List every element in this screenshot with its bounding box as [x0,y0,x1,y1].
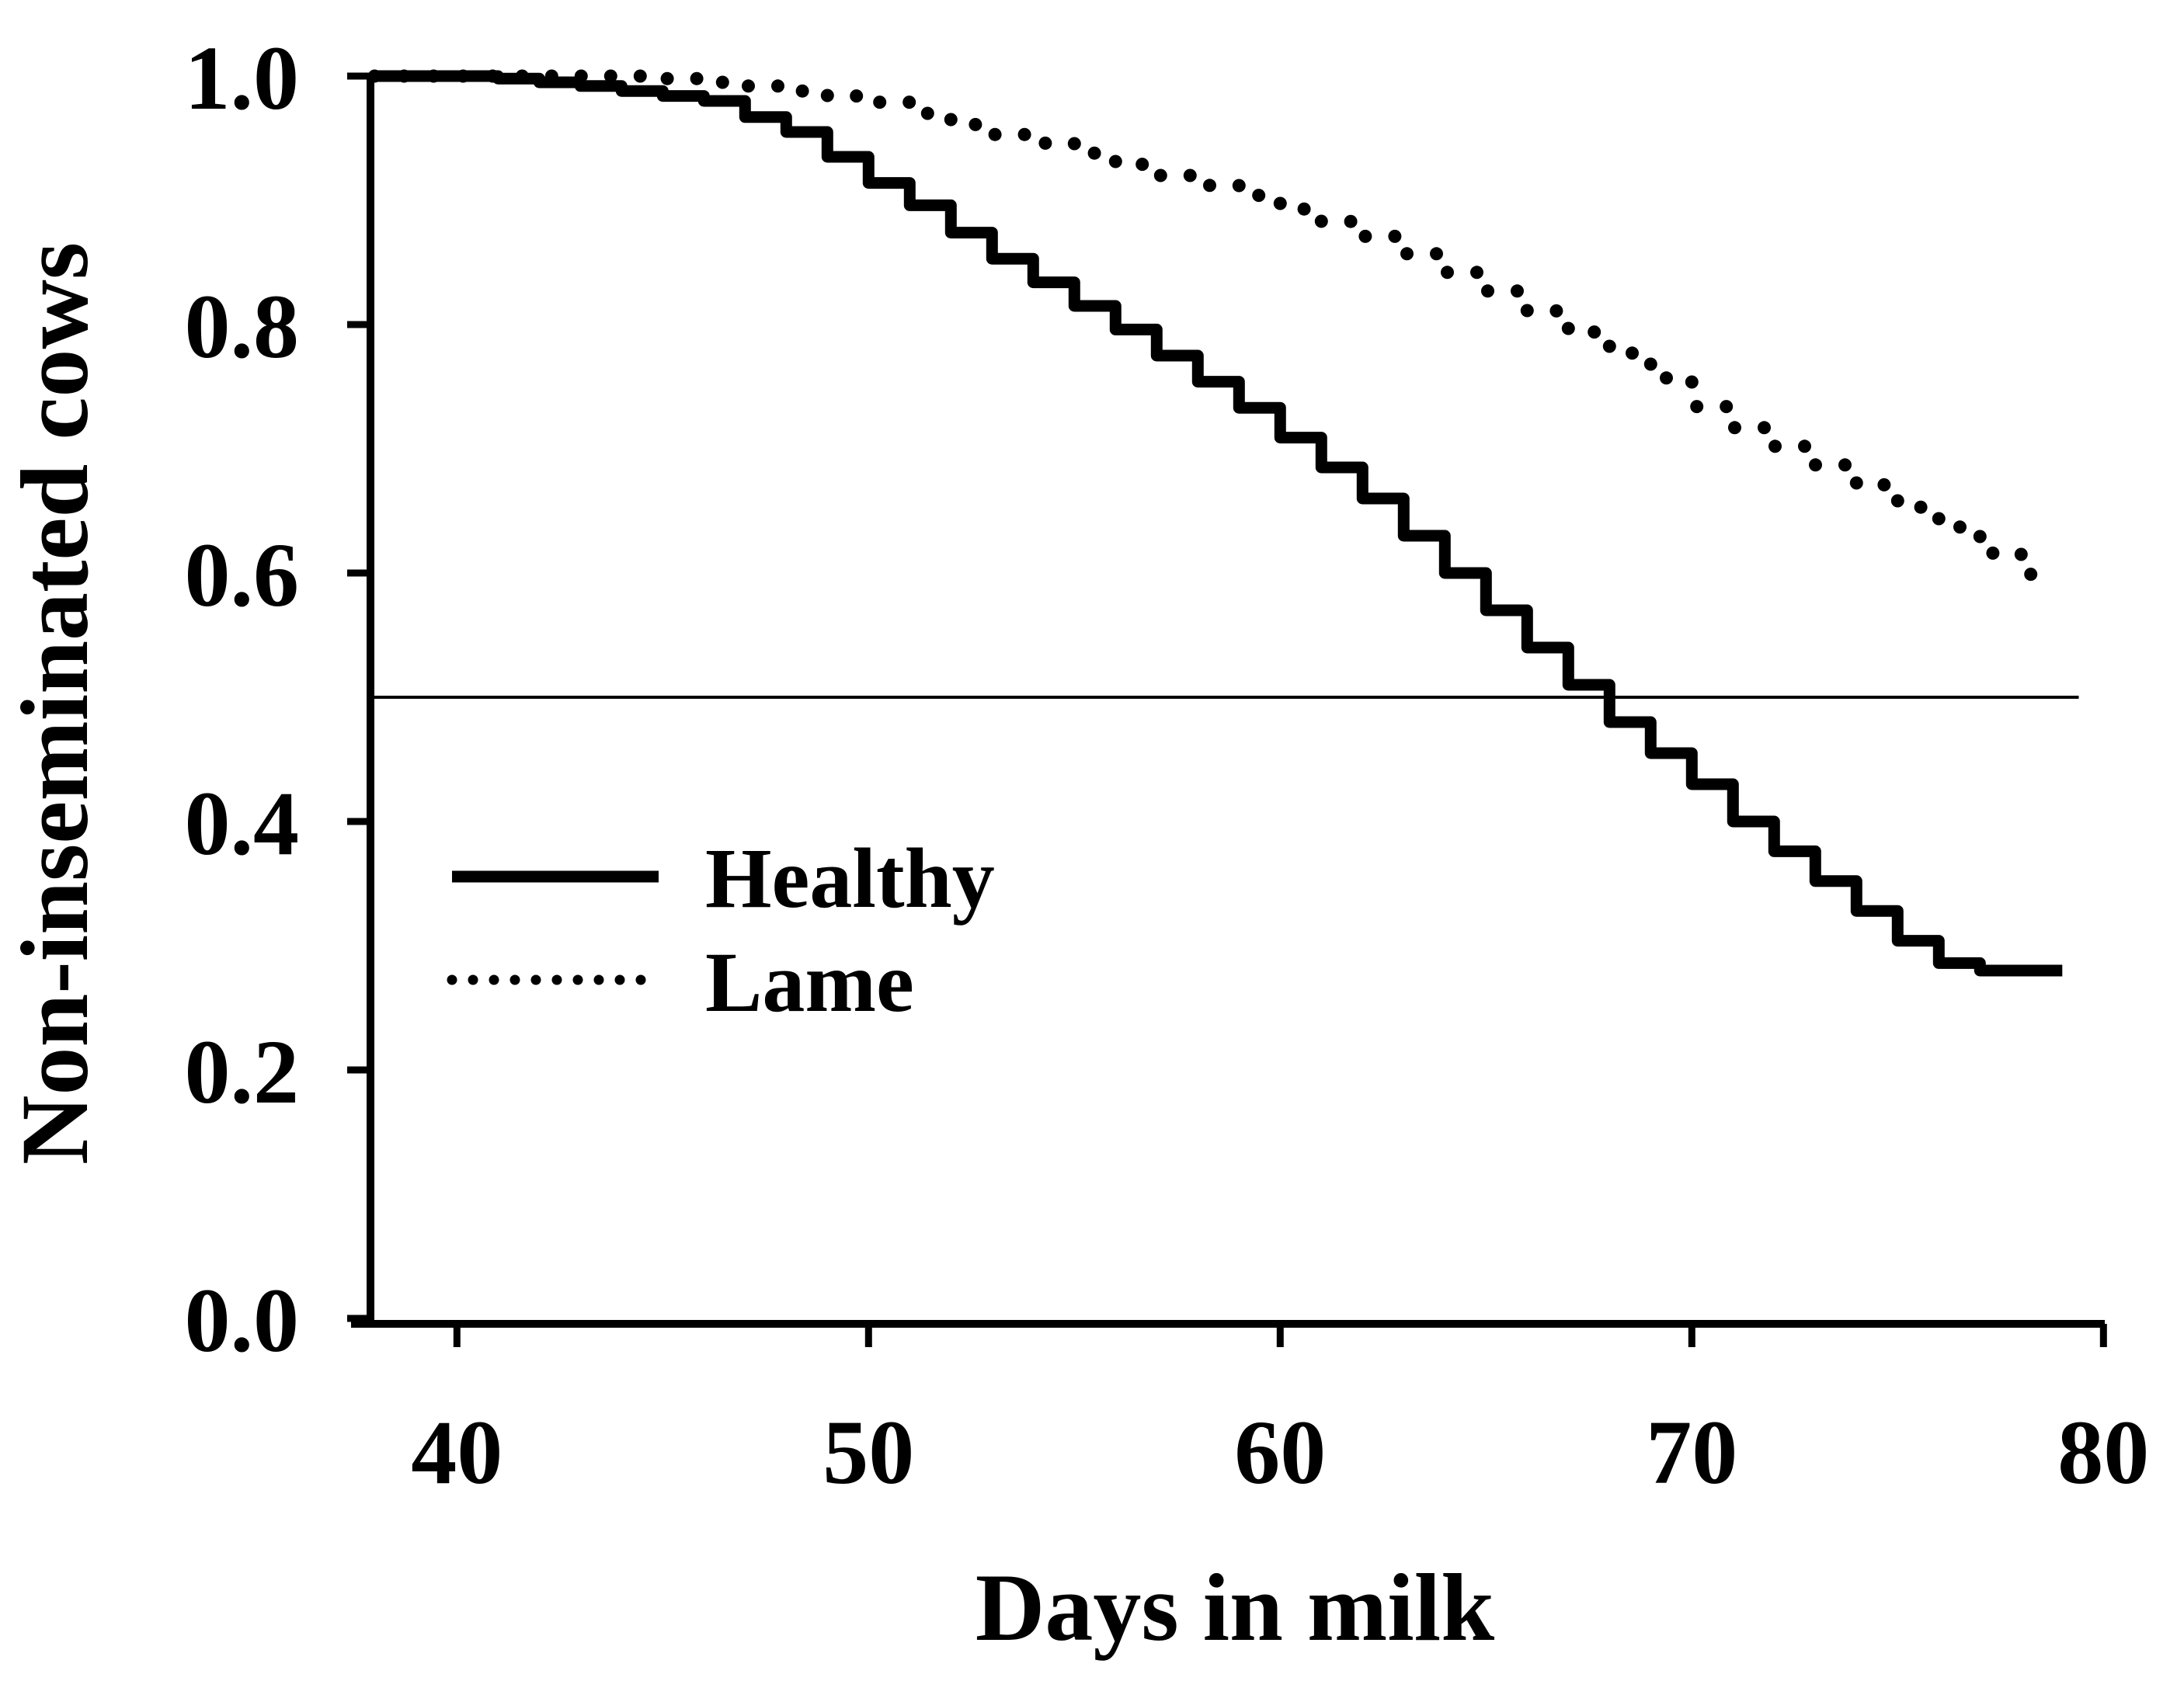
x-axis-tick-label: 70 [1646,1401,1737,1503]
healthy-curve [374,70,2063,977]
legend: Healthy Lame [447,831,995,1030]
y-axis-tick-label: 0.6 [185,524,300,626]
x-axis-title: Days in milk [975,1554,1494,1661]
y-axis-tick-label: 0.4 [185,773,300,874]
legend-healthy-label: Healthy [705,831,995,926]
x-axis-tick-label: 60 [1234,1401,1326,1503]
y-axis-tick-label: 0.8 [185,276,300,377]
x-axis-tick-label: 40 [411,1401,503,1503]
y-axis-tick-label: 0.0 [185,1269,300,1371]
lame-curve [367,69,2053,582]
y-axis-tick-label: 1.0 [185,27,300,129]
legend-lame-label: Lame [705,935,914,1030]
y-axis-title: Non-inseminated cows [2,242,108,1165]
x-axis-tick-label: 80 [2057,1401,2149,1503]
x-axis-tick-label: 50 [822,1401,914,1503]
y-axis-tick-label: 0.2 [185,1021,300,1123]
